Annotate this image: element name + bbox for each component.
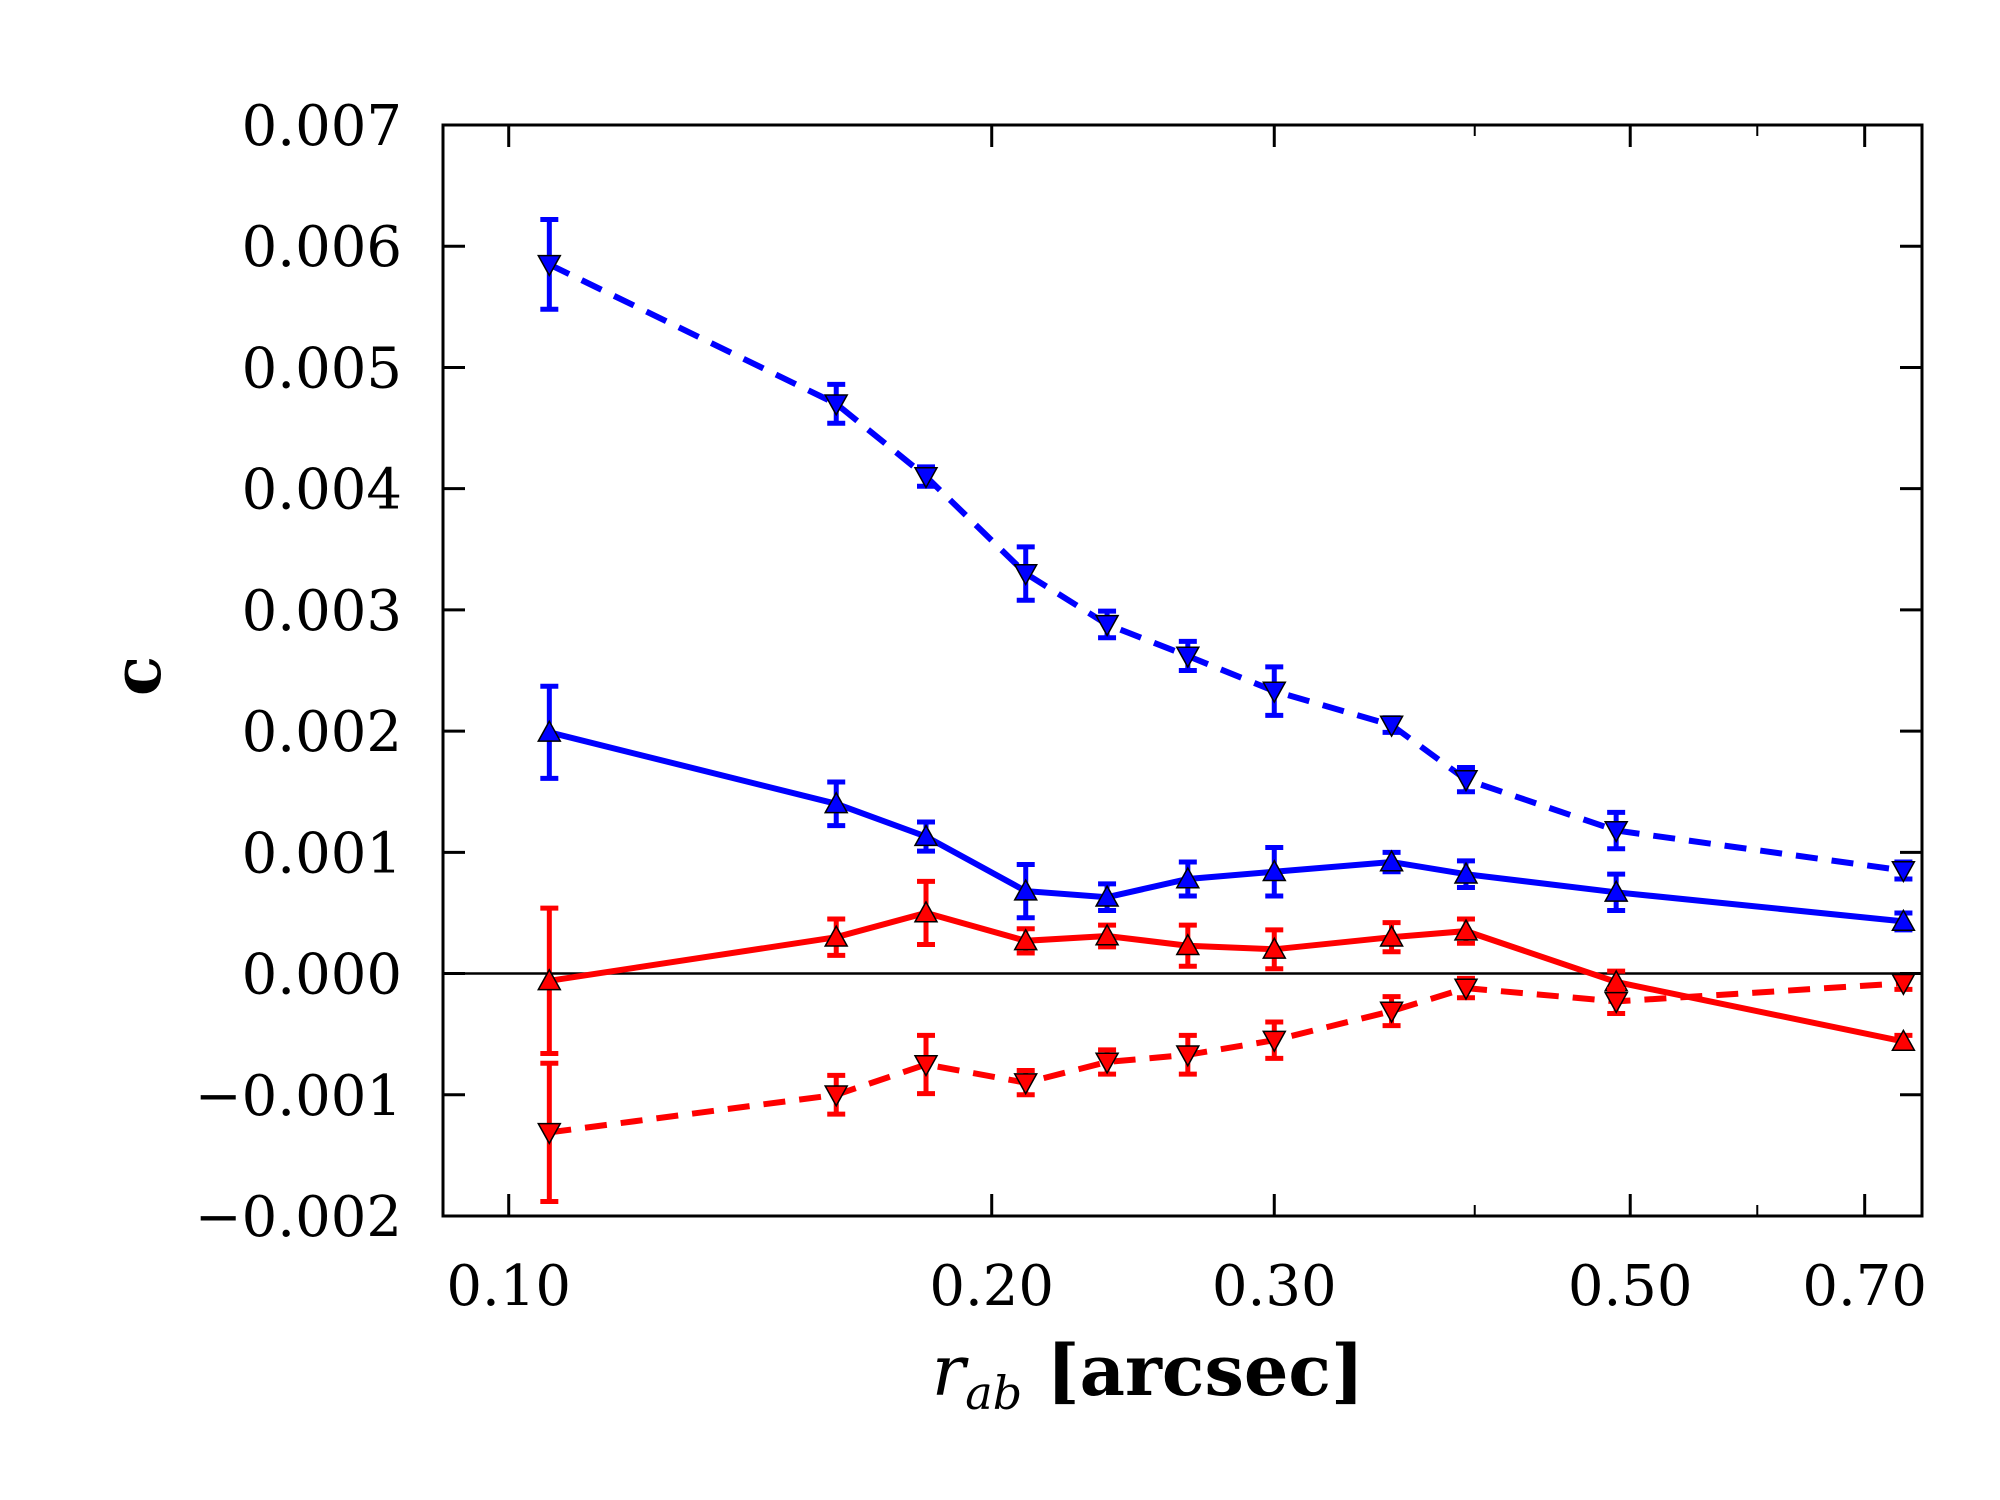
data-point [1013, 878, 1038, 901]
y-tick-label: −0.002 [195, 1185, 402, 1250]
series-line [548, 909, 1905, 1045]
data-point [823, 791, 849, 814]
data-point [1175, 933, 1201, 956]
x-tick-label: 0.50 [1568, 1254, 1693, 1319]
x-axis-title-sub: ab [965, 1366, 1022, 1420]
data-point [1453, 978, 1479, 1001]
data-point [1262, 1030, 1287, 1053]
data-point [913, 1054, 939, 1078]
y-axis-title: c [98, 656, 176, 696]
data-point [1094, 884, 1120, 907]
data-point [1094, 614, 1120, 637]
y-tick-label: 0.003 [242, 579, 402, 644]
series-blue-up-solid [537, 683, 1916, 933]
data-point [1379, 1001, 1404, 1024]
data-point [1453, 918, 1479, 941]
data-point [1379, 715, 1404, 738]
y-tick-label: 0.006 [242, 215, 402, 280]
x-tick-labels: 0.10 0.20 0.30 0.50 0.70 [446, 1254, 1927, 1319]
series-red-down-dashed [537, 973, 1916, 1204]
data-point [823, 394, 849, 417]
y-tick-label: −0.001 [195, 1064, 402, 1129]
data-point [1891, 860, 1916, 884]
x-axis-title-unit: [arcsec] [1022, 1329, 1364, 1412]
data-point [1013, 1073, 1038, 1096]
x-tick-label: 0.20 [929, 1254, 1054, 1319]
x-axis-title: rab [arcsec] [932, 1329, 1364, 1420]
y-tick-labels: −0.002 −0.001 0.000 0.001 0.002 0.003 0.004 0.0… [195, 94, 402, 1250]
data-point [1094, 923, 1120, 946]
data-point [1175, 1045, 1201, 1068]
data-point [1013, 563, 1038, 587]
y-tick-label: 0.007 [242, 94, 402, 159]
data-point [1175, 866, 1201, 889]
data-point [1453, 861, 1479, 884]
y-tick-label: 0.000 [242, 943, 402, 1008]
data-point [1262, 681, 1287, 704]
data-point [1379, 849, 1404, 872]
data-point [913, 824, 939, 847]
plot-frame [441, 123, 1924, 1218]
y-tick-label: 0.004 [242, 458, 402, 523]
data-point [1262, 859, 1287, 882]
series-line [548, 729, 1904, 925]
data-point [537, 719, 562, 742]
data-point [1603, 820, 1629, 844]
data-point [537, 968, 562, 991]
data-point [1094, 1052, 1120, 1075]
series-line [547, 261, 1904, 874]
x-tick-label: 0.30 [1212, 1254, 1337, 1319]
y-tick-label: 0.005 [242, 336, 402, 401]
data-point [1175, 646, 1201, 669]
x-tick-label: 0.10 [446, 1254, 571, 1319]
data-point [823, 1085, 849, 1108]
data-point [823, 924, 849, 947]
y-tick-label: 0.001 [242, 821, 402, 886]
data-point [537, 1122, 562, 1145]
data-point [1603, 991, 1629, 1014]
data-point [1262, 936, 1287, 959]
series-layer [537, 217, 1916, 1204]
data-point [1891, 1028, 1916, 1051]
data-point [537, 254, 562, 277]
y-tick-label: 0.002 [242, 700, 402, 765]
data-point [1453, 770, 1479, 793]
x-axis-title-main: r [932, 1330, 969, 1412]
data-point [913, 466, 939, 490]
data-point [913, 900, 939, 923]
series-blue-down-dashed [537, 217, 1916, 884]
data-point [1603, 879, 1629, 902]
series-line [548, 980, 1904, 1136]
x-tick-label: 0.70 [1802, 1254, 1927, 1319]
data-point [1379, 924, 1404, 947]
data-point [1013, 928, 1038, 951]
series-red-up-solid [537, 878, 1916, 1057]
data-point [1891, 908, 1916, 931]
data-point [1891, 973, 1916, 996]
